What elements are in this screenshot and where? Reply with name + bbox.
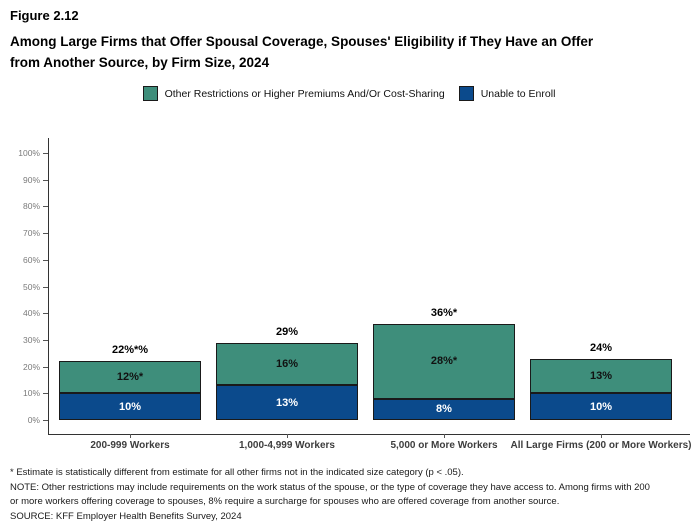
x-axis-tick	[287, 434, 288, 438]
y-axis-tick	[43, 420, 48, 421]
chart-legend: Other Restrictions or Higher Premiums An…	[0, 86, 698, 101]
footnote-note: NOTE: Other restrictions may include req…	[10, 481, 650, 493]
legend-swatch-green-series	[142, 86, 158, 101]
y-axis-tick-label: 80%	[22, 201, 40, 212]
y-axis-tick	[43, 259, 48, 261]
bar-segment-other-restrictions: 28%*	[373, 323, 515, 399]
y-axis-tick-label: 60%	[22, 254, 40, 265]
figure-number: Figure 2.12	[10, 8, 79, 23]
footnote-note: or more workers offering coverage to spo…	[10, 496, 560, 507]
y-axis-tick	[43, 339, 48, 341]
footnote-source: SOURCE: KFF Employer Health Benefits Sur…	[10, 510, 242, 522]
y-axis-tick	[43, 313, 48, 315]
y-axis-tick-label: 100%	[18, 148, 40, 158]
x-axis-category-label: 5,000 or More Workers	[390, 440, 498, 451]
bar-segment-unable-to-enroll: 8%	[373, 398, 515, 420]
bar-total-label: 29%	[275, 325, 299, 338]
x-axis-category-label: 1,000-4,999 Workers	[239, 440, 335, 451]
segment-value-label: 13%	[275, 396, 299, 409]
y-axis-tick	[43, 206, 48, 208]
y-axis-tick	[43, 179, 48, 181]
y-axis-line	[48, 138, 49, 434]
footnotes: * Estimate is statistically different fr…	[10, 466, 695, 524]
bar-segment-unable-to-enroll: 13%	[216, 385, 358, 420]
x-axis-tick	[130, 434, 131, 438]
footnote-significance: * Estimate is statistically different fr…	[10, 467, 464, 478]
chart-title-line-2: from Another Source, by Firm Size, 2024	[10, 55, 270, 70]
legend-item-green-series: Other Restrictions or Higher Premiums An…	[142, 86, 445, 101]
segment-value-label: 12%*	[116, 371, 144, 384]
legend-label: Other Restrictions or Higher Premiums An…	[164, 87, 445, 100]
bar-segment-other-restrictions: 12%*	[59, 361, 201, 394]
bar-segment-unable-to-enroll: 10%	[59, 393, 201, 420]
y-axis-tick-label: 70%	[22, 228, 40, 239]
x-axis-tick	[444, 434, 445, 438]
x-axis-category-label: 200-999 Workers	[90, 440, 170, 451]
bar-total-label: 36%*	[430, 306, 458, 319]
header: Figure 2.12 Among Large Firms that Offer…	[10, 8, 690, 73]
chart-title-line-1: Among Large Firms that Offer Spousal Cov…	[10, 34, 594, 49]
bar-segment-other-restrictions: 16%	[216, 342, 358, 386]
y-axis-tick	[43, 393, 48, 395]
bar-total-label: 24%	[589, 341, 613, 354]
y-axis-tick	[43, 153, 48, 154]
x-axis-line	[48, 434, 690, 435]
y-axis-tick	[43, 286, 48, 288]
segment-value-label: 28%*	[430, 355, 458, 368]
segment-value-label: 13%	[589, 369, 613, 382]
x-axis-category-label: All Large Firms (200 or More Workers)	[510, 440, 692, 451]
segment-value-label: 10%	[118, 400, 142, 413]
legend-swatch-blue-series	[458, 86, 474, 101]
y-axis-tick-label: 10%	[22, 388, 40, 399]
y-axis-tick-label: 90%	[22, 174, 40, 185]
x-axis-tick	[601, 434, 602, 438]
segment-value-label: 8%	[436, 403, 452, 416]
segment-value-label: 10%	[589, 400, 613, 413]
y-axis-tick	[43, 233, 48, 235]
legend-label: Unable to Enroll	[480, 87, 556, 100]
y-axis-tick-label: 50%	[22, 281, 40, 292]
bar-segment-other-restrictions: 13%	[530, 358, 672, 394]
legend-item-blue-series: Unable to Enroll	[458, 86, 556, 101]
y-axis-tick-label: 20%	[22, 361, 40, 372]
bar-segment-unable-to-enroll: 10%	[530, 393, 672, 420]
segment-value-label: 16%	[275, 357, 299, 370]
y-axis-tick	[43, 366, 48, 368]
y-axis-tick-label: 0%	[27, 415, 40, 425]
y-axis-tick-label: 30%	[22, 334, 40, 345]
y-axis-tick-label: 40%	[22, 308, 40, 319]
bar-total-label: 22%*%	[111, 344, 149, 357]
